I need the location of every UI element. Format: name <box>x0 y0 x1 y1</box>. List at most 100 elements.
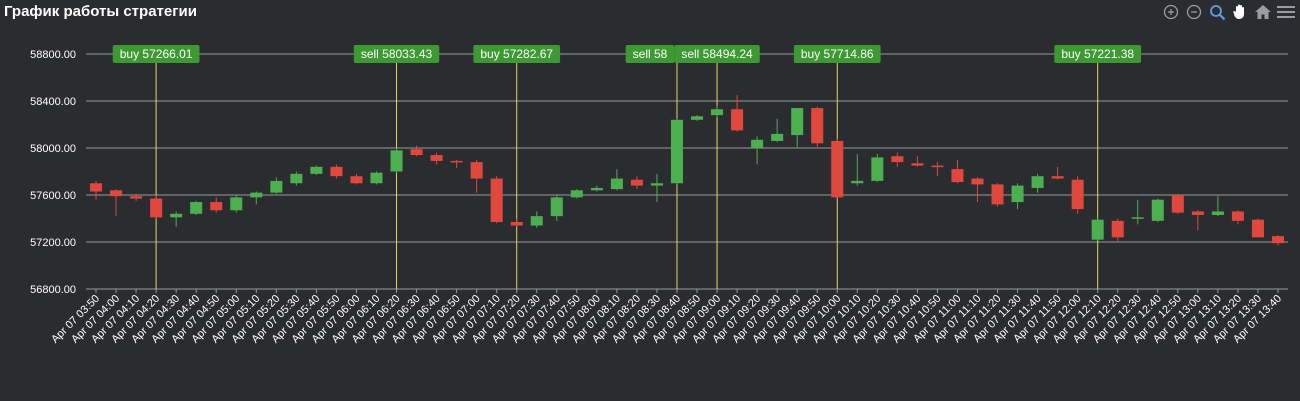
candle[interactable] <box>1271 234 1284 246</box>
candle-body <box>711 109 724 116</box>
candle[interactable] <box>190 200 203 215</box>
candle-body <box>871 157 884 181</box>
y-tick-label: 58000.00 <box>30 143 76 155</box>
candle-body <box>1071 179 1084 210</box>
candle[interactable] <box>1171 193 1184 214</box>
trade-marker-text: sell 58033.43 <box>361 47 433 61</box>
candle-body <box>550 197 563 217</box>
candle[interactable] <box>310 165 323 176</box>
candle[interactable] <box>370 171 383 185</box>
candle-body <box>1171 195 1184 213</box>
candle[interactable] <box>931 162 944 177</box>
candle[interactable] <box>410 145 423 157</box>
candle-body <box>971 178 984 185</box>
candle-body <box>1251 219 1264 238</box>
candle-body <box>110 190 123 197</box>
candle[interactable] <box>470 159 483 193</box>
trade-marker-label-bg <box>793 45 881 63</box>
candle[interactable] <box>510 218 523 227</box>
candle[interactable] <box>1111 218 1124 241</box>
candle[interactable] <box>851 153 864 186</box>
candle-body <box>250 192 263 198</box>
candle[interactable] <box>1131 199 1144 225</box>
y-tick-label: 58800.00 <box>30 49 76 61</box>
zoom-in-icon[interactable] <box>1161 2 1181 22</box>
candle-body <box>1271 236 1284 244</box>
candle[interactable] <box>550 195 563 221</box>
candle[interactable] <box>430 152 443 165</box>
candle[interactable] <box>390 148 403 173</box>
candle-body <box>691 116 704 120</box>
candle[interactable] <box>1091 218 1104 241</box>
candle[interactable] <box>911 156 924 167</box>
candle[interactable] <box>530 211 543 228</box>
candle[interactable] <box>1151 198 1164 223</box>
candle[interactable] <box>570 189 583 199</box>
candle[interactable] <box>1011 183 1024 210</box>
trade-marker-label: buy 57282.67 <box>473 45 561 63</box>
candle[interactable] <box>991 183 1004 207</box>
pan-hand-icon[interactable] <box>1230 2 1250 22</box>
trade-marker-text: buy 57282.67 <box>480 47 553 61</box>
candle-body <box>390 150 403 172</box>
candle[interactable] <box>110 189 123 217</box>
candle[interactable] <box>270 177 283 194</box>
candle[interactable] <box>450 159 463 168</box>
trade-marker-label: sell 58494.24 <box>674 45 760 63</box>
candle[interactable] <box>791 108 804 148</box>
candle[interactable] <box>670 118 683 185</box>
trade-marker-labels: buy 57266.01 sell 58033.43 buy 57282.67 sel… <box>112 45 1142 63</box>
candle[interactable] <box>731 95 744 132</box>
candle[interactable] <box>150 195 163 219</box>
candle[interactable] <box>1211 196 1224 217</box>
candle[interactable] <box>1191 210 1204 231</box>
chart-toolbar <box>1161 2 1296 22</box>
candle-body <box>1031 176 1044 188</box>
candle[interactable] <box>1231 210 1244 225</box>
candle[interactable] <box>1251 218 1264 238</box>
candle[interactable] <box>650 173 663 203</box>
candle[interactable] <box>751 136 764 165</box>
zoom-select-icon[interactable] <box>1207 2 1227 22</box>
candle-body <box>330 166 343 177</box>
candle-body <box>851 180 864 184</box>
home-reset-icon[interactable] <box>1253 2 1273 22</box>
candle[interactable] <box>811 106 824 147</box>
candle[interactable] <box>711 105 724 118</box>
candle[interactable] <box>691 115 704 121</box>
candle[interactable] <box>891 152 904 167</box>
candle[interactable] <box>490 176 503 224</box>
y-axis-ticks: 58800.00 58400.00 58000.00 57600.00 57200.00… <box>30 49 76 296</box>
candle[interactable] <box>170 211 183 227</box>
candle[interactable] <box>350 173 363 185</box>
candle[interactable] <box>590 185 603 192</box>
candle[interactable] <box>610 169 623 191</box>
candle-body <box>170 213 183 218</box>
trade-marker-text: sell 58494.24 <box>681 47 753 61</box>
candle[interactable] <box>1031 173 1044 193</box>
candle[interactable] <box>290 171 303 186</box>
candle[interactable] <box>130 193 143 201</box>
candle-body <box>410 149 423 156</box>
candle[interactable] <box>831 138 844 198</box>
candle[interactable] <box>951 159 964 184</box>
candle-body <box>1111 220 1124 238</box>
candle[interactable] <box>230 195 243 213</box>
candle[interactable] <box>1051 166 1064 180</box>
candle-body <box>1011 185 1024 203</box>
candle[interactable] <box>210 197 223 213</box>
candle[interactable] <box>90 180 103 200</box>
candle[interactable] <box>771 118 784 143</box>
candle-body <box>490 178 503 223</box>
y-tick-label: 57200.00 <box>30 237 76 249</box>
candle[interactable] <box>250 191 263 205</box>
candle[interactable] <box>871 153 884 183</box>
zoom-out-icon[interactable] <box>1184 2 1204 22</box>
candle[interactable] <box>1071 176 1084 214</box>
candle[interactable] <box>330 164 343 179</box>
candle[interactable] <box>971 177 984 203</box>
candle[interactable] <box>630 176 643 190</box>
menu-icon[interactable] <box>1276 2 1296 22</box>
